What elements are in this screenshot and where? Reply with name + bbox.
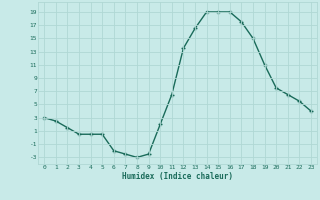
X-axis label: Humidex (Indice chaleur): Humidex (Indice chaleur) xyxy=(122,172,233,181)
